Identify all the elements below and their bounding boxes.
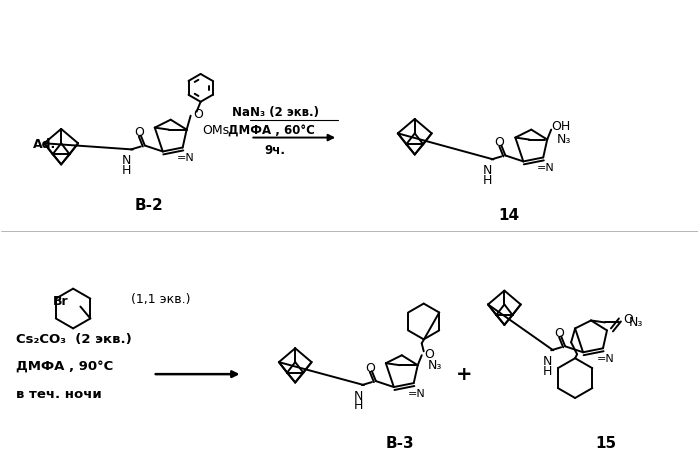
Text: =N: =N (597, 353, 614, 363)
Text: Ad.: Ad. (34, 138, 57, 150)
Text: O: O (134, 126, 144, 139)
Text: (1,1 экв.): (1,1 экв.) (131, 293, 190, 306)
Text: H: H (122, 163, 131, 176)
Text: Br: Br (53, 294, 69, 307)
Text: O: O (365, 361, 375, 374)
Text: H: H (542, 364, 552, 377)
Text: OH: OH (552, 120, 570, 133)
Text: 9ч.: 9ч. (264, 144, 285, 156)
Text: ДМФА , 60°C: ДМФА , 60°C (228, 124, 315, 137)
Text: +: + (456, 364, 473, 383)
Text: в теч. ночи: в теч. ночи (16, 387, 102, 400)
Text: N: N (483, 163, 492, 176)
Text: NaN₃ (2 экв.): NaN₃ (2 экв.) (232, 106, 319, 119)
Text: B-3: B-3 (385, 435, 414, 450)
Text: =N: =N (177, 153, 194, 163)
Text: OMs: OMs (203, 124, 230, 137)
Text: H: H (353, 399, 363, 412)
Text: O: O (554, 326, 564, 339)
Text: 15: 15 (596, 435, 617, 450)
Text: Cs₂CO₃  (2 экв.): Cs₂CO₃ (2 экв.) (16, 332, 132, 345)
Text: 14: 14 (499, 207, 520, 222)
Text: N: N (122, 154, 131, 167)
Text: O: O (425, 347, 435, 360)
Text: N₃: N₃ (629, 315, 643, 328)
Text: H: H (483, 174, 492, 187)
Text: O: O (623, 313, 633, 325)
Text: O: O (194, 108, 203, 121)
Text: N: N (542, 354, 552, 367)
Text: B-2: B-2 (134, 197, 163, 212)
Text: =N: =N (408, 388, 426, 398)
Text: =N: =N (538, 163, 555, 173)
Text: N₃: N₃ (557, 133, 572, 146)
Text: ДМФА , 90°C: ДМФА , 90°C (16, 360, 113, 373)
Text: N₃: N₃ (428, 358, 442, 371)
Text: O: O (494, 136, 505, 149)
Text: N: N (353, 388, 363, 401)
